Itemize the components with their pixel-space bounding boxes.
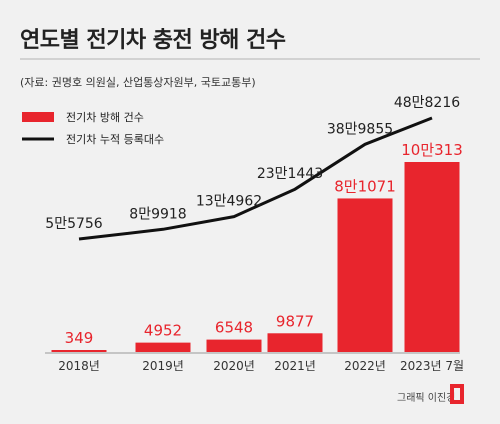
- bar: [51, 350, 107, 352]
- credit: 그래픽 이진경: [397, 393, 456, 404]
- bar-value-label: 349: [65, 329, 94, 347]
- legend: 전기차 방해 건수 전기차 누적 등록대수: [22, 110, 164, 146]
- x-tick-label: 2018년: [58, 359, 100, 373]
- line-value-label: 5만5756: [45, 216, 103, 232]
- bar-value-label: 6548: [215, 319, 253, 337]
- bar-value-label: 10만313: [401, 141, 463, 159]
- line-value-label: 48만8216: [394, 95, 460, 111]
- trend-line: [78, 116, 433, 241]
- bar: [135, 342, 191, 352]
- chart-title: 연도별 전기차 충전 방해 건수: [20, 28, 286, 53]
- bar: [267, 333, 323, 352]
- line-value-label: 8만9918: [129, 206, 186, 222]
- line-value-label: 23만1443: [257, 166, 323, 182]
- bar-value-label: 4952: [144, 322, 182, 340]
- bar-value-label: 9877: [276, 312, 314, 330]
- legend-label-bar: 전기차 방해 건수: [66, 110, 144, 124]
- line-value-label: 38만9855: [327, 121, 393, 137]
- x-tick-label: 2020년: [213, 359, 255, 373]
- line-value-label: 13만4962: [196, 194, 262, 210]
- bar: [206, 339, 262, 352]
- legend-swatch-bar: [22, 112, 54, 122]
- x-tick-label: 2023년 7월: [400, 359, 464, 373]
- bar: [337, 198, 393, 352]
- title-divider: [20, 58, 480, 60]
- x-tick-label: 2022년: [344, 359, 386, 373]
- legend-label-line: 전기차 누적 등록대수: [66, 133, 164, 146]
- bar-value-label: 8만1071: [334, 177, 396, 195]
- x-tick-label: 2019년: [142, 359, 184, 373]
- bar: [404, 162, 460, 352]
- logo-icon: [450, 384, 464, 404]
- x-tick-label: 2021년: [274, 359, 316, 373]
- source-note: (자료: 권명호 의원실, 산업통상자원부, 국토교통부): [20, 76, 256, 89]
